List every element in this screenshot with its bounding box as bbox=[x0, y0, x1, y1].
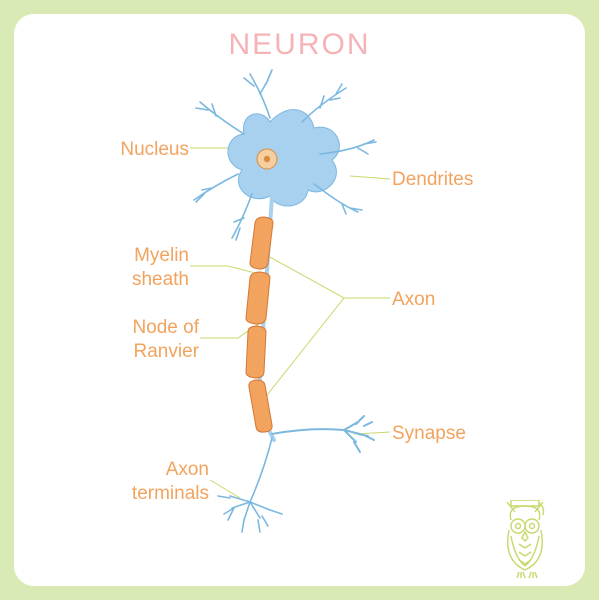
label-myelin: Myelin sheath bbox=[79, 244, 189, 292]
owl-icon bbox=[493, 500, 563, 580]
label-ranvier: Node of Ranvier bbox=[79, 316, 199, 364]
outer-frame: NEURON bbox=[0, 0, 599, 600]
label-axon: Axon bbox=[392, 288, 512, 312]
label-nucleus: Nucleus bbox=[79, 138, 189, 162]
label-synapse: Synapse bbox=[392, 422, 522, 446]
label-terminals: Axon terminals bbox=[79, 458, 209, 506]
diagram-panel: NEURON bbox=[14, 14, 585, 586]
label-dendrites: Dendrites bbox=[392, 168, 532, 192]
